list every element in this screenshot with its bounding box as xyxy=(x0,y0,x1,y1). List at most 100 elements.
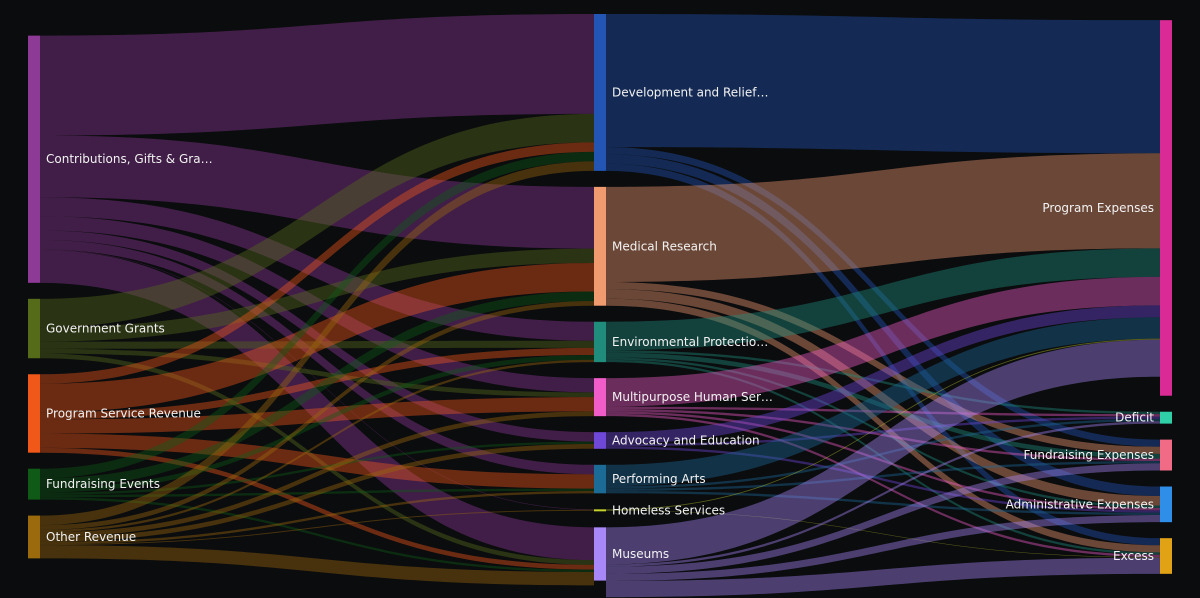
link-other-to-med xyxy=(40,300,594,530)
link-hs-to-prog xyxy=(606,338,1160,511)
link-contrib-to-med xyxy=(40,135,594,249)
labels-layer: Contributions, Gifts & Gra… Government Gr… xyxy=(46,85,1154,563)
node-med xyxy=(594,186,606,306)
link-fundev-to-mus xyxy=(40,497,594,573)
link-pa-to-aexp xyxy=(606,490,1160,516)
node-label-adv: Advocacy and Education xyxy=(612,433,760,447)
node-label-excess: Excess xyxy=(1113,549,1154,563)
node-adv xyxy=(594,432,606,449)
link-mus-to-aexp xyxy=(606,515,1160,582)
link-mus-to-excess xyxy=(606,557,1160,598)
node-label-dev: Development and Relief… xyxy=(612,85,768,99)
link-other-to-adv xyxy=(40,444,594,542)
node-deficit xyxy=(1160,411,1172,424)
node-label-psr: Program Service Revenue xyxy=(46,406,201,420)
link-contrib-to-adv xyxy=(40,230,594,442)
link-env-to-aexp xyxy=(606,357,1160,508)
link-fundev-to-pa xyxy=(40,488,594,498)
node-label-gov: Government Grants xyxy=(46,322,165,336)
link-med-to-fexp xyxy=(606,281,1160,454)
node-label-fundev: Fundraising Events xyxy=(46,477,160,491)
link-dev-to-aexp xyxy=(606,154,1160,497)
link-fundev-to-adv xyxy=(40,441,594,495)
link-med-to-aexp xyxy=(606,289,1160,506)
node-mus xyxy=(594,527,606,581)
node-label-mus: Museums xyxy=(612,547,669,561)
link-dev-to-fexp xyxy=(606,147,1160,447)
link-gov-to-mhs xyxy=(40,348,594,398)
link-other-to-pa xyxy=(40,490,594,545)
node-dev xyxy=(594,14,606,171)
link-other-to-mhs xyxy=(40,411,594,537)
node-excess xyxy=(1160,538,1172,574)
link-adv-to-prog xyxy=(606,305,1160,445)
node-pa xyxy=(594,464,606,494)
node-prog xyxy=(1160,20,1172,396)
link-other-to-env xyxy=(40,359,594,533)
node-psr xyxy=(28,374,40,453)
node-label-mhs: Multipurpose Human Ser… xyxy=(612,390,773,404)
link-mus-to-deficit xyxy=(606,421,1160,567)
node-label-env: Environmental Protectio… xyxy=(612,335,768,349)
link-mus-to-fexp xyxy=(606,463,1160,574)
node-fundev xyxy=(28,468,40,500)
node-hs xyxy=(594,509,606,512)
link-dev-to-excess xyxy=(606,163,1160,546)
node-label-deficit: Deficit xyxy=(1115,411,1154,425)
node-label-aexp: Administrative Expenses xyxy=(1006,497,1154,511)
link-hs-to-excess xyxy=(606,510,1160,558)
node-label-contrib: Contributions, Gifts & Gra… xyxy=(46,152,213,166)
link-mhs-to-deficit xyxy=(606,406,1160,417)
node-fexp xyxy=(1160,439,1172,471)
node-label-fexp: Fundraising Expenses xyxy=(1024,448,1155,462)
link-med-to-excess xyxy=(606,298,1160,553)
link-contrib-to-mus xyxy=(40,250,594,561)
link-contrib-to-env xyxy=(40,197,594,341)
link-psr-to-mhs xyxy=(40,397,594,434)
link-other-to-mus xyxy=(40,545,594,586)
node-label-prog: Program Expenses xyxy=(1042,201,1154,215)
link-gov-to-env xyxy=(40,340,594,349)
link-psr-to-pa xyxy=(40,433,594,489)
link-env-to-deficit xyxy=(606,350,1160,415)
link-pa-to-prog xyxy=(606,317,1160,487)
link-adv-to-aexp xyxy=(606,446,1160,513)
link-env-to-prog xyxy=(606,248,1160,351)
node-label-med: Medical Research xyxy=(612,239,717,253)
link-gov-to-med xyxy=(40,248,594,342)
link-contrib-to-pa xyxy=(40,240,594,475)
link-psr-to-dev xyxy=(40,142,594,384)
link-mhs-to-prog xyxy=(606,276,1160,407)
nodes-layer xyxy=(28,14,1172,581)
link-contrib-to-hs xyxy=(40,249,594,510)
link-mus-to-prog xyxy=(606,339,1160,565)
node-gov xyxy=(28,298,40,359)
link-gov-to-mus xyxy=(40,353,594,565)
link-mhs-to-excess xyxy=(606,413,1160,558)
link-med-to-prog xyxy=(606,153,1160,282)
link-other-to-hs xyxy=(40,509,594,546)
link-fundev-to-med xyxy=(40,291,594,488)
link-adv-to-deficit xyxy=(606,416,1160,447)
link-gov-to-dev xyxy=(40,113,594,328)
links-layer xyxy=(40,14,1160,598)
node-aexp xyxy=(1160,486,1172,523)
link-env-to-fexp xyxy=(606,352,1160,459)
link-other-to-dev xyxy=(40,161,594,526)
link-env-to-excess xyxy=(606,359,1160,555)
link-fundev-to-dev xyxy=(40,151,594,479)
link-psr-to-med xyxy=(40,262,594,413)
link-mhs-to-aexp xyxy=(606,411,1160,511)
link-pa-to-fexp xyxy=(606,461,1160,491)
node-label-other: Other Revenue xyxy=(46,530,136,544)
node-env xyxy=(594,321,606,363)
node-other xyxy=(28,515,40,559)
link-psr-to-mus xyxy=(40,447,594,570)
node-label-hs: Homeless Services xyxy=(612,503,725,517)
link-contrib-to-dev xyxy=(40,14,594,136)
node-mhs xyxy=(594,378,606,417)
link-contrib-to-mhs xyxy=(40,216,594,393)
link-fundev-to-env xyxy=(40,355,594,493)
